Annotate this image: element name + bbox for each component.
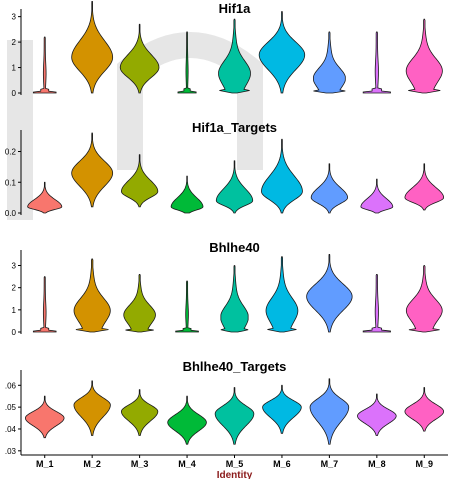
violin-m-7 xyxy=(313,31,346,94)
violin-m-5 xyxy=(218,18,251,94)
y-tick-label: 2 xyxy=(12,38,17,47)
panel-title: Hif1a_Targets xyxy=(192,120,277,135)
y-tick-label: 3 xyxy=(12,13,17,22)
violin-m-5 xyxy=(214,387,255,445)
y-tick-label: 1 xyxy=(12,306,17,315)
violin-m-1 xyxy=(27,181,63,214)
violin-m-3 xyxy=(120,154,159,208)
violin-m-8 xyxy=(362,31,391,94)
y-tick-label: 2 xyxy=(12,284,17,293)
violin-m-1 xyxy=(32,36,57,94)
y-tick-label: .03 xyxy=(5,447,17,456)
x-tick-label: M_2 xyxy=(83,459,101,469)
x-tick-label: M_8 xyxy=(368,459,386,469)
violin-m-1 xyxy=(24,395,65,439)
violin-m-5 xyxy=(220,265,249,333)
violin-m-7 xyxy=(309,378,350,445)
violin-m-7 xyxy=(306,254,353,333)
violin-m-2 xyxy=(73,380,111,436)
y-tick-label: 1 xyxy=(12,64,17,73)
violin-m-6 xyxy=(258,11,306,94)
violin-m-6 xyxy=(261,138,303,214)
x-tick-label: M_9 xyxy=(416,459,434,469)
violin-m-6 xyxy=(265,256,299,333)
y-tick-label: .05 xyxy=(5,403,17,412)
violin-m-3 xyxy=(123,273,156,333)
x-axis: M_1 M_2 M_3 M_4 M_5 M_6 M_7 M_8 M_9 Identity xyxy=(21,454,448,479)
violin-m-9 xyxy=(404,387,445,432)
violin-m-9 xyxy=(404,163,445,211)
violin-m-2 xyxy=(71,0,114,94)
violin-m-4 xyxy=(167,395,207,445)
x-axis-title: Identity xyxy=(217,470,253,479)
x-tick-label: M_6 xyxy=(273,459,291,469)
violin-panels: Hif1a 0 1 2 3 Hif1a_Targets 0.0 0.1 0.2 Bhlhe40 0 1… xyxy=(5,0,445,456)
violin-m-6 xyxy=(262,384,302,434)
violin-m-5 xyxy=(215,160,254,214)
panel-title: Hif1a xyxy=(219,1,252,16)
panel-4: Bhlhe40_Targets .03 .04 .05 .06 xyxy=(5,359,445,456)
y-tick-label: 0.1 xyxy=(5,178,17,187)
violin-m-8 xyxy=(360,178,394,214)
violin-m-9 xyxy=(405,265,443,333)
x-tick-label: M_1 xyxy=(36,459,54,469)
panel-1: Hif1a 0 1 2 3 xyxy=(12,0,443,98)
panel-title: Bhlhe40_Targets xyxy=(183,359,287,374)
x-tick-label: M_3 xyxy=(131,459,149,469)
y-tick-label: 0.0 xyxy=(5,209,17,218)
panel-2: Hif1a_Targets 0.0 0.1 0.2 xyxy=(5,120,445,218)
y-tick-label: 0 xyxy=(12,89,17,98)
violin-m-8 xyxy=(362,273,391,333)
panel-3: Bhlhe40 0 1 2 3 xyxy=(12,240,443,337)
violin-m-3 xyxy=(120,389,159,436)
y-tick-label: 0 xyxy=(12,328,17,337)
y-tick-label: .04 xyxy=(5,425,17,434)
violin-m-2 xyxy=(71,132,114,208)
violin-m-7 xyxy=(310,163,349,214)
x-tick-label: M_4 xyxy=(178,459,196,469)
violin-m-9 xyxy=(405,18,443,94)
violin-m-2 xyxy=(73,258,111,333)
violin-m-1 xyxy=(32,276,57,333)
x-tick-label: M_5 xyxy=(226,459,244,469)
violin-m-4 xyxy=(175,280,199,333)
violin-m-3 xyxy=(119,23,160,94)
panel-title: Bhlhe40 xyxy=(209,240,260,255)
y-tick-label: .06 xyxy=(5,381,17,390)
y-tick-label: 0.2 xyxy=(5,148,17,157)
violin-m-4 xyxy=(170,175,204,214)
violin-m-8 xyxy=(357,393,397,436)
y-tick-label: 3 xyxy=(12,262,17,271)
x-tick-label: M_7 xyxy=(321,459,339,469)
violin-m-4 xyxy=(177,31,197,94)
